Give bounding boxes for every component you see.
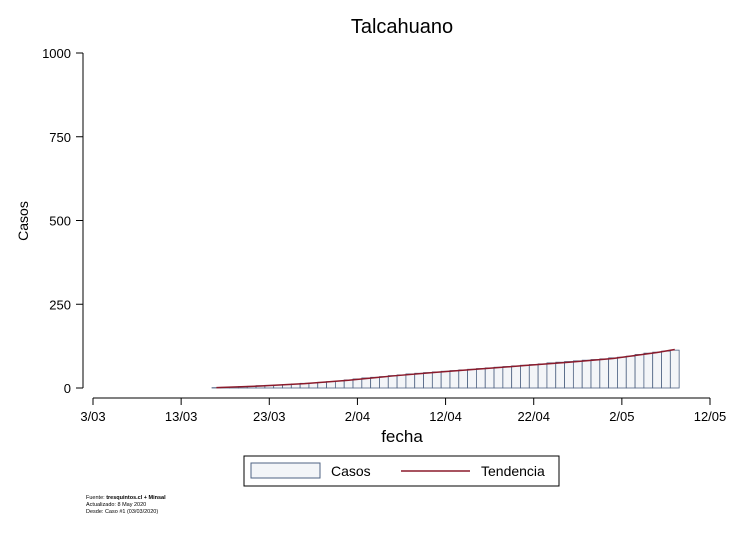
bar-casos — [458, 369, 469, 389]
bar-casos — [617, 356, 627, 389]
bar-casos — [484, 367, 495, 389]
bar-casos — [537, 363, 548, 389]
bar-casos — [572, 360, 583, 389]
x-tick-label: 3/03 — [80, 409, 105, 424]
trend-line-tendencia — [216, 348, 675, 389]
bar-casos — [546, 362, 557, 389]
bar-casos — [661, 350, 671, 389]
bar-casos — [581, 359, 592, 389]
x-tick-label: 22/04 — [517, 409, 550, 424]
y-tick-label: 750 — [49, 130, 71, 145]
bar-casos — [520, 364, 530, 389]
bar-casos — [379, 376, 389, 389]
x-tick-label: 23/03 — [253, 409, 286, 424]
bar-casos — [599, 358, 610, 389]
bar-casos — [564, 361, 574, 389]
updated-line: Actualizado: 8 May 2020 — [86, 502, 147, 508]
y-tick-label: 250 — [49, 297, 71, 312]
bar-casos — [414, 372, 424, 389]
bar-casos — [502, 366, 513, 389]
x-tick-label: 2/05 — [609, 409, 634, 424]
bar-casos — [387, 375, 398, 389]
y-ticks: 0 250 500 750 1000 — [42, 46, 83, 396]
since-line: Desde: Caso #1 (03/03/2020) — [86, 509, 159, 515]
chart-title: Talcahuano — [351, 16, 453, 38]
source-line: Fuente: tresquintos.cl + Minsal — [86, 495, 166, 502]
bars-layer — [211, 349, 680, 389]
x-tick-label: 12/04 — [429, 409, 462, 424]
bar-casos — [405, 373, 416, 389]
legend-label-tendencia: Tendencia — [481, 463, 545, 479]
source-value: tresquintos.cl + Minsal — [106, 495, 166, 501]
bar-casos — [652, 351, 662, 389]
y-tick-label: 0 — [64, 381, 71, 396]
source-note: Fuente: tresquintos.cl + Minsal Actualiz… — [86, 495, 166, 516]
bar-casos — [423, 372, 433, 389]
bar-casos — [396, 374, 407, 389]
bar-casos — [431, 371, 442, 389]
x-tick-label: 13/03 — [165, 409, 198, 424]
legend-label-casos: Casos — [331, 463, 371, 479]
bar-casos — [608, 357, 618, 389]
source-label: Fuente: — [86, 495, 107, 501]
bar-casos — [669, 349, 680, 389]
bar-casos — [370, 376, 380, 389]
bar-casos — [493, 366, 504, 389]
legend: Casos Tendencia — [243, 455, 560, 487]
bar-casos — [643, 352, 654, 389]
bar-casos — [467, 368, 477, 389]
bar-casos — [590, 359, 601, 389]
x-ticks: 3/03 13/03 23/03 2/04 12/04 22/04 2/05 12/05 — [80, 398, 726, 424]
bar-casos — [440, 370, 451, 389]
bar-casos — [449, 370, 460, 389]
bar-casos — [476, 368, 486, 389]
y-tick-label: 1000 — [42, 46, 71, 61]
y-axis-label: Casos — [15, 201, 31, 241]
y-tick-label: 500 — [49, 214, 71, 229]
x-axis-label: fecha — [381, 427, 423, 446]
x-tick-label: 2/04 — [345, 409, 370, 424]
x-tick-label: 12/05 — [694, 409, 727, 424]
bar-casos — [528, 364, 539, 389]
legend-swatch-casos — [250, 462, 321, 479]
bar-casos — [634, 354, 645, 389]
bar-casos — [555, 361, 565, 389]
trend-layer — [216, 348, 675, 389]
bar-casos — [511, 365, 521, 389]
bar-casos — [334, 380, 345, 389]
bar-casos — [625, 355, 636, 389]
